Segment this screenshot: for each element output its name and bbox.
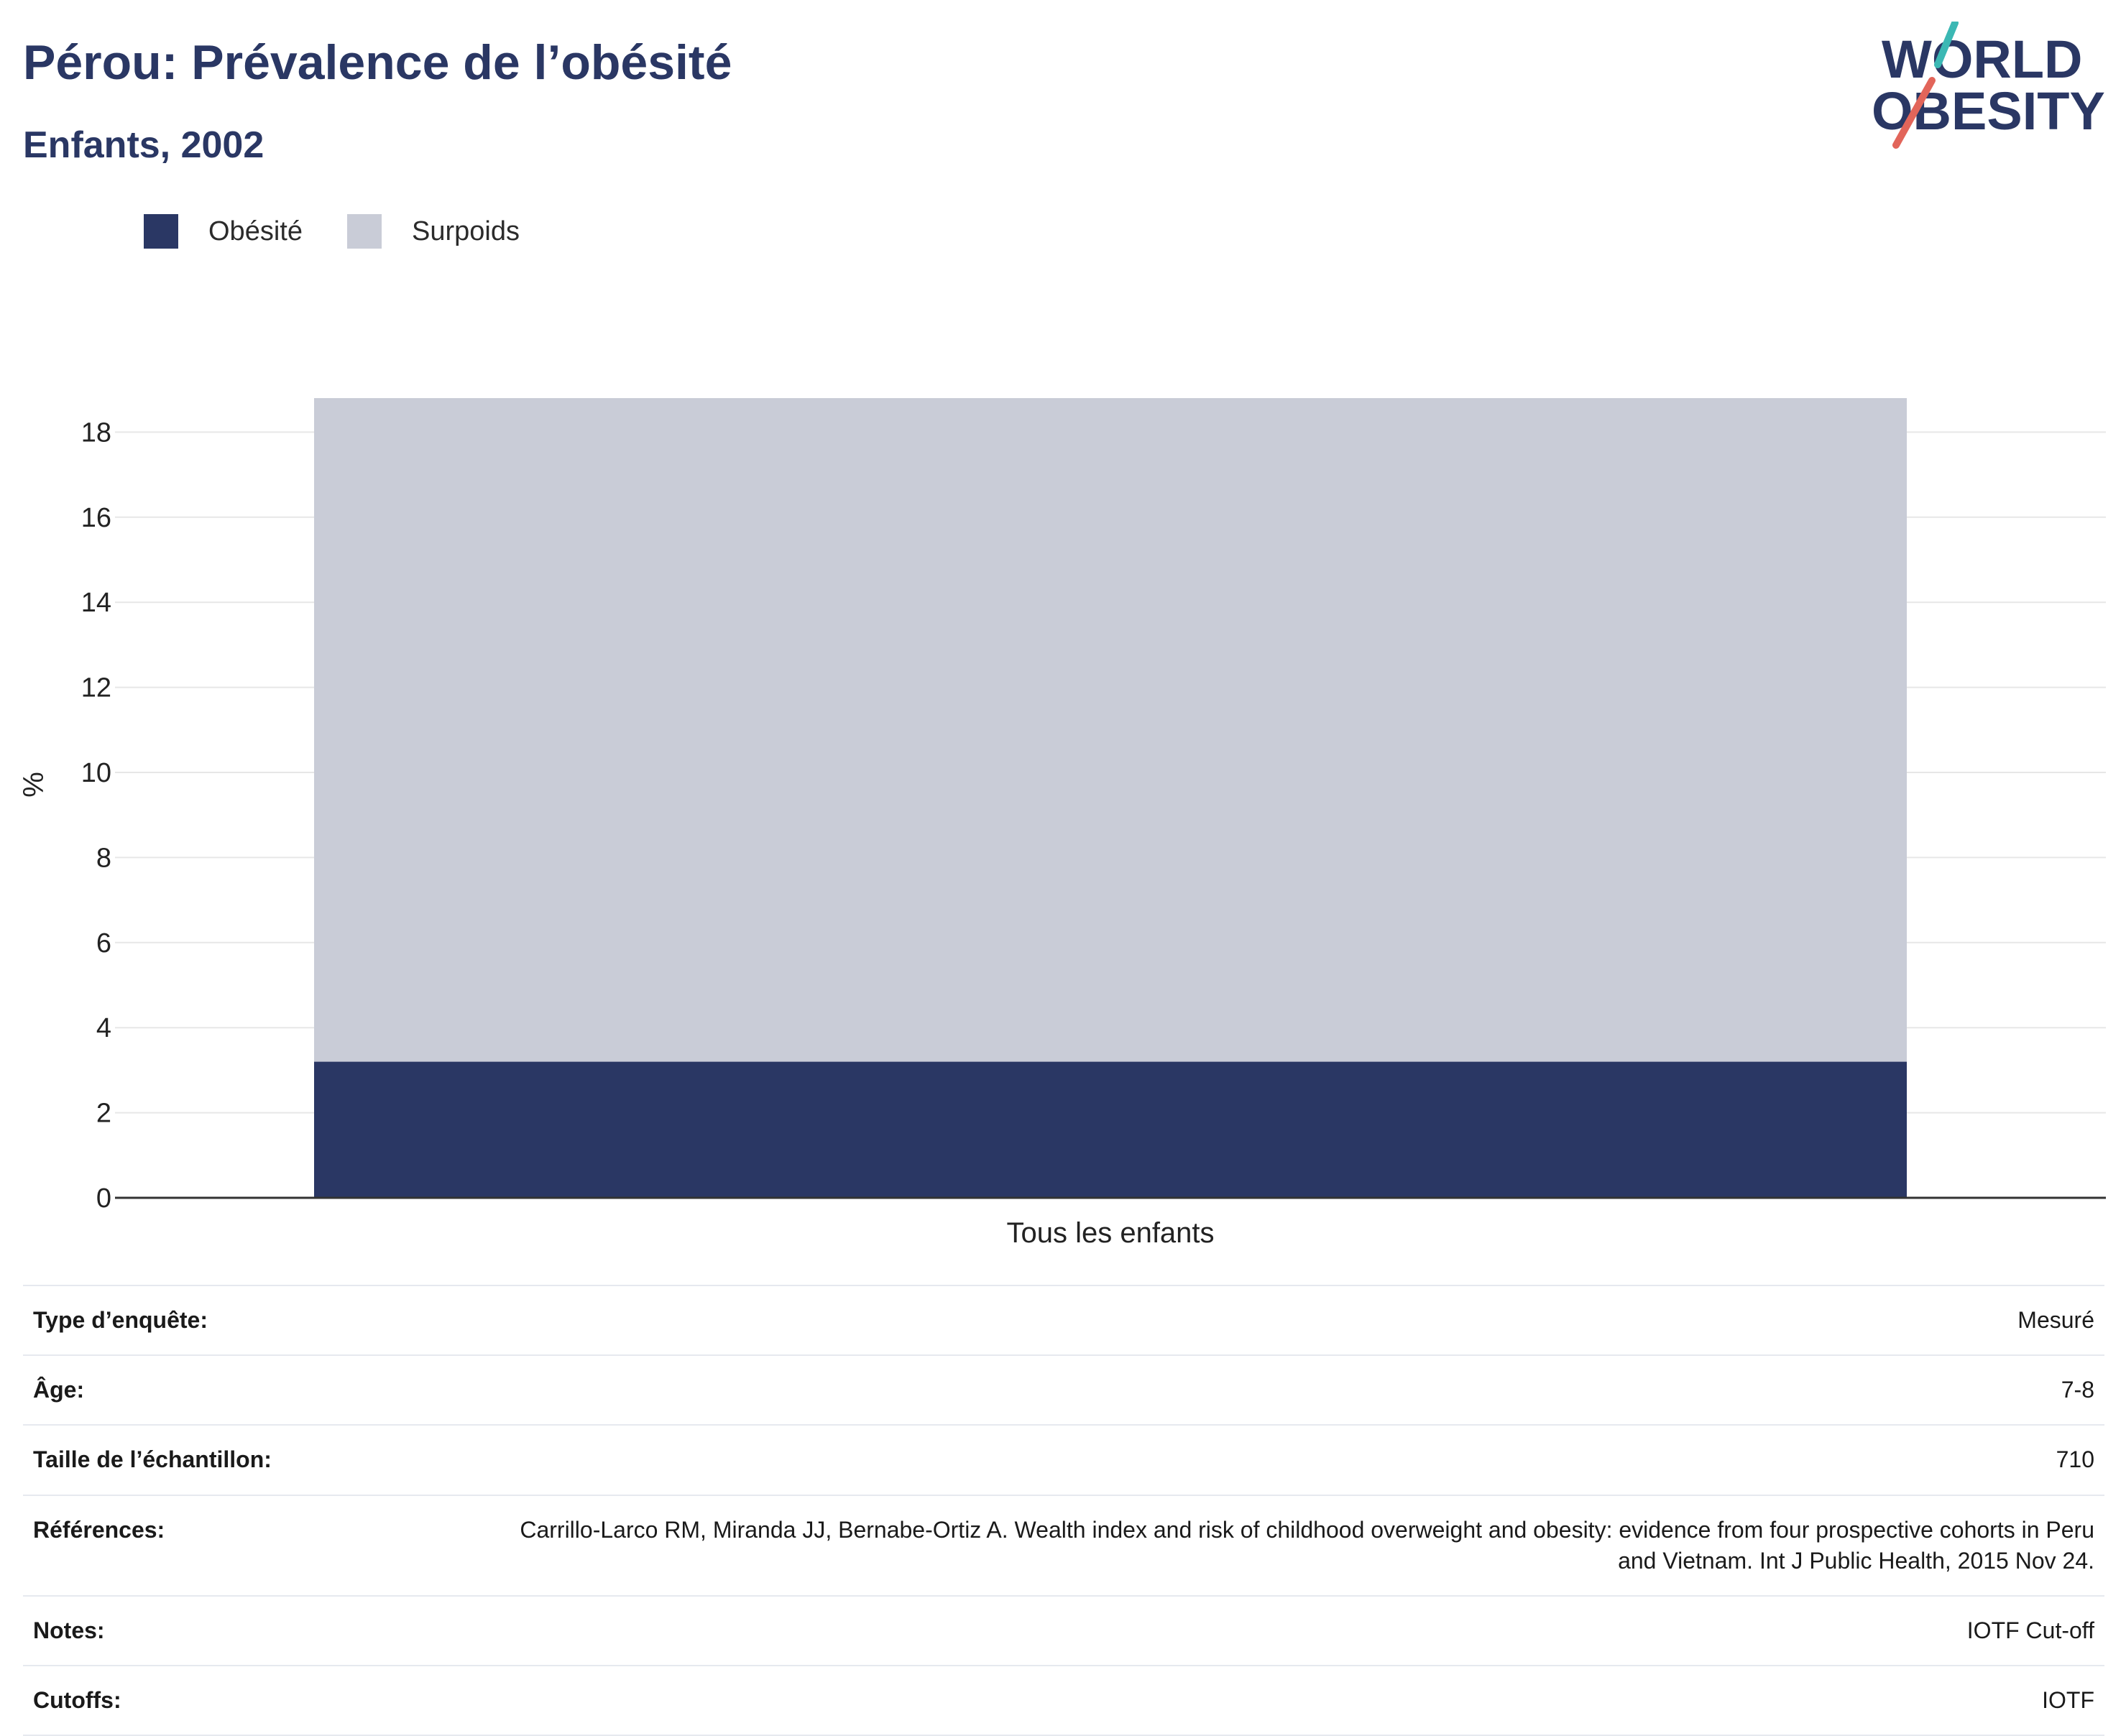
bar-segment-obesite[interactable] — [314, 1061, 1907, 1198]
stacked-bar-chart: 0 2 4 6 8 10 12 14 16 18 Tous les enfants % — [18, 398, 2106, 1249]
info-value: Carrillo-Larco RM, Miranda JJ, Bernabe-O… — [474, 1494, 2104, 1596]
logo-slash-top — [1934, 22, 1959, 68]
info-row: Références: Carrillo-Larco RM, Miranda JJ… — [23, 1494, 2104, 1596]
bar-segment-surpoids[interactable] — [314, 398, 1907, 1062]
y-axis-label: % — [18, 772, 50, 798]
legend-item-obesite[interactable]: Obésité — [144, 214, 303, 249]
world-obesity-logo: WORLD OBESITY — [1872, 22, 2105, 149]
logo-slash-bottom — [1892, 77, 1936, 149]
y-tick-label: 10 — [81, 758, 111, 788]
info-value: 710 — [474, 1424, 2104, 1495]
legend-label-obesite: Obésité — [208, 216, 303, 246]
info-value: IOTF Cut-off — [474, 1594, 2104, 1666]
info-row: Cutoffs: IOTF — [23, 1665, 2104, 1736]
chart-subtitle: Enfants, 2002 — [23, 124, 264, 166]
y-tick-label: 6 — [96, 928, 111, 959]
y-tick-label: 8 — [96, 843, 111, 873]
y-axis-ticks: 0 2 4 6 8 10 12 14 16 18 — [81, 417, 111, 1214]
legend-item-surpoids[interactable]: Surpoids — [346, 214, 520, 249]
info-label: Cutoffs: — [23, 1665, 474, 1736]
y-tick-label: 2 — [96, 1099, 111, 1129]
info-value: Mesuré — [474, 1284, 2104, 1356]
legend-label-surpoids: Surpoids — [411, 216, 520, 246]
y-tick-label: 14 — [81, 588, 111, 618]
info-row: Taille de l’échantillon: 710 — [23, 1424, 2104, 1495]
info-label: Références: — [23, 1494, 474, 1596]
info-label: Notes: — [23, 1594, 474, 1666]
info-row: Âge: 7-8 — [23, 1354, 2104, 1426]
y-tick-label: 4 — [96, 1013, 111, 1043]
y-tick-label: 16 — [81, 503, 111, 533]
legend-swatch-obesite — [144, 214, 178, 249]
y-tick-label: 12 — [81, 673, 111, 703]
info-value: 7-8 — [474, 1354, 2104, 1426]
legend-swatch-surpoids — [346, 214, 382, 249]
info-label: Âge: — [23, 1354, 474, 1426]
x-axis-labels: Tous les enfants — [1006, 1217, 1214, 1249]
info-value: IOTF — [474, 1665, 2104, 1736]
info-row: Notes: IOTF Cut-off — [23, 1594, 2104, 1666]
chart-title: Pérou: Prévalence de l’obésité — [23, 35, 732, 90]
bars — [314, 398, 1907, 1198]
info-row: Type d’enquête: Mesuré — [23, 1284, 2104, 1356]
logo-line-2: OBESITY — [1872, 81, 2105, 141]
x-tick-label: Tous les enfants — [1006, 1217, 1214, 1249]
info-label: Type d’enquête: — [23, 1284, 474, 1356]
chart-legend: Obésité Surpoids — [144, 214, 564, 249]
y-tick-label: 18 — [81, 417, 111, 448]
logo-line-1: WORLD — [1882, 29, 2083, 89]
info-label: Taille de l’échantillon: — [23, 1424, 474, 1495]
y-tick-label: 0 — [96, 1183, 111, 1214]
survey-info-table: Type d’enquête: Mesuré Âge: 7-8 Taille de l’… — [23, 1284, 2104, 1736]
